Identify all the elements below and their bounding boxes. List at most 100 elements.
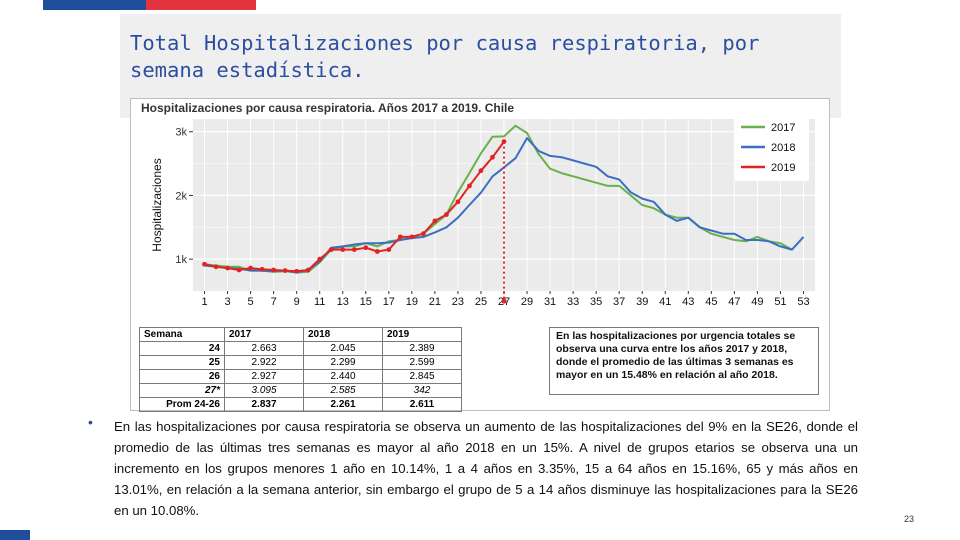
- table-header: 2019: [382, 327, 462, 342]
- x-tick-label: 7: [271, 296, 277, 308]
- table-cell: 2.663: [224, 341, 304, 356]
- table-cell-week: 24: [139, 341, 225, 356]
- table-cell: 2.299: [303, 355, 383, 370]
- page-number: 23: [904, 514, 915, 524]
- x-tick-label: 3: [224, 296, 230, 308]
- table-cell: 3.095: [224, 383, 304, 398]
- data-point-2019: [213, 264, 219, 270]
- x-tick-label: 47: [728, 296, 740, 308]
- data-table: Semana 2017 2018 2019 24 2.663 2.045 2.3…: [139, 327, 462, 412]
- partial-week-point: [501, 298, 507, 304]
- table-cell-week: Prom 24-26: [139, 397, 225, 412]
- data-point-2019: [386, 247, 392, 252]
- body-paragraph: En las hospitalizaciones por causa respi…: [114, 419, 858, 518]
- data-point-2019: [478, 168, 484, 174]
- x-tick-label: 17: [383, 296, 395, 308]
- table-cell: 2.922: [224, 355, 304, 370]
- data-point-2019: [490, 154, 495, 160]
- data-point-2019: [328, 247, 334, 252]
- chart-annotation: En las hospitalizaciones por urgencia to…: [549, 327, 819, 395]
- table-cell-week: 26: [139, 369, 225, 384]
- data-point-2019: [294, 268, 300, 274]
- x-tick-label: 43: [682, 296, 694, 308]
- x-tick-label: 37: [613, 296, 625, 308]
- data-point-2019: [420, 231, 426, 237]
- table-row: 24 2.663 2.045 2.389: [139, 341, 462, 356]
- table-cell: 2.389: [382, 341, 462, 356]
- legend-label-2019: 2019: [771, 162, 795, 174]
- x-tick-label: 31: [544, 296, 556, 308]
- x-tick-label: 29: [521, 296, 533, 308]
- flag-stripe-red: [146, 0, 256, 10]
- table-cell-week: 25: [139, 355, 225, 370]
- legend-label-2018: 2018: [771, 142, 795, 154]
- table-cell-week: 27*: [139, 383, 225, 398]
- chart-title: Hospitalizaciones por causa respiratoria…: [141, 101, 515, 115]
- data-point-2019: [501, 139, 507, 145]
- table-cell: 342: [382, 383, 462, 398]
- data-point-2019: [351, 247, 357, 252]
- data-point-2019: [397, 234, 403, 240]
- data-point-2019: [317, 256, 323, 262]
- data-point-2019: [305, 267, 311, 273]
- x-tick-label: 49: [751, 296, 763, 308]
- table-row-average: Prom 24-26 2.837 2.261 2.611: [139, 397, 462, 412]
- table-cell: 2.045: [303, 341, 383, 356]
- line-chart: 1k2k3k1357911131517192123252729313335373…: [150, 117, 815, 308]
- bullet-marker: •: [88, 414, 93, 430]
- data-point-2019: [236, 267, 242, 273]
- flag-stripe-blue: [43, 0, 146, 10]
- x-tick-label: 21: [429, 296, 441, 308]
- x-tick-label: 41: [659, 296, 671, 308]
- slide-title: Total Hospitalizaciones por causa respir…: [130, 31, 760, 82]
- x-tick-label: 45: [705, 296, 717, 308]
- x-tick-label: 23: [452, 296, 464, 308]
- table-cell: 2.927: [224, 369, 304, 384]
- y-tick-label: 1k: [175, 254, 187, 266]
- x-tick-label: 13: [337, 296, 349, 308]
- table-header: 2018: [303, 327, 383, 342]
- x-tick-label: 1: [201, 296, 207, 308]
- data-point-2019: [259, 266, 265, 272]
- x-tick-label: 39: [636, 296, 648, 308]
- chart-figure: Hospitalizaciones por causa respiratoria…: [130, 98, 830, 412]
- flag-stripe-bottom: [0, 530, 30, 540]
- data-point-2019: [225, 265, 230, 271]
- table-cell: 2.845: [382, 369, 462, 384]
- y-axis-label: Hospitalizaciones: [150, 158, 164, 251]
- x-tick-label: 35: [590, 296, 602, 308]
- legend-label-2017: 2017: [771, 122, 795, 134]
- table-row: 25 2.922 2.299 2.599: [139, 355, 462, 370]
- data-point-2019: [202, 261, 207, 267]
- data-point-2019: [282, 268, 288, 274]
- y-tick-label: 3k: [175, 127, 187, 139]
- table-cell: 2.261: [303, 397, 383, 412]
- x-tick-label: 9: [294, 296, 300, 308]
- data-point-2019: [271, 267, 277, 273]
- data-point-2019: [467, 183, 472, 189]
- data-point-2019: [432, 218, 438, 224]
- table-cell: 2.440: [303, 369, 383, 384]
- table-header-row: Semana 2017 2018 2019: [139, 327, 462, 342]
- table-row: 26 2.927 2.440 2.845: [139, 369, 462, 384]
- x-tick-label: 51: [774, 296, 786, 308]
- data-point-2019: [409, 234, 415, 240]
- data-point-2019: [340, 247, 346, 252]
- data-point-2019: [455, 199, 461, 205]
- x-tick-label: 11: [314, 296, 325, 308]
- data-point-2019: [374, 249, 380, 254]
- data-point-2019: [248, 265, 253, 271]
- x-tick-label: 5: [248, 296, 254, 308]
- data-point-2019: [363, 245, 369, 251]
- x-tick-label: 15: [360, 296, 372, 308]
- x-tick-label: 53: [797, 296, 809, 308]
- y-tick-label: 2k: [175, 190, 187, 202]
- table-cell: 2.611: [382, 397, 462, 412]
- table-cell: 2.599: [382, 355, 462, 370]
- x-tick-label: 19: [406, 296, 418, 308]
- table-row: 27* 3.095 2.585 342: [139, 383, 462, 398]
- table-cell: 2.837: [224, 397, 304, 412]
- x-tick-label: 33: [567, 296, 579, 308]
- table-header: 2017: [224, 327, 304, 342]
- x-tick-label: 25: [475, 296, 487, 308]
